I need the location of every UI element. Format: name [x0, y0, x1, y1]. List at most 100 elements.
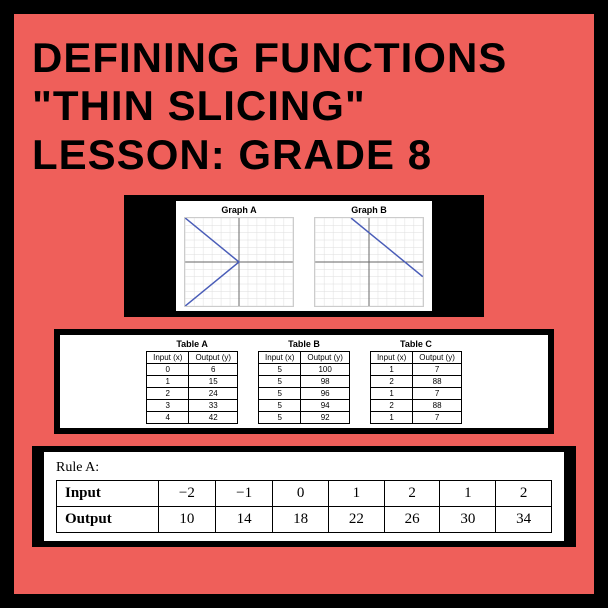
table-row: 06: [147, 363, 238, 375]
tables-panel: Table AInput (x)Output (y)06115224333442…: [54, 329, 554, 434]
table-b: Table BInput (x)Output (y)51005985965945…: [258, 339, 350, 424]
table-cell: 5: [259, 363, 301, 375]
table-cell: 5: [259, 411, 301, 423]
table-row: 115: [147, 375, 238, 387]
graphs-panel: Graph A Graph B: [124, 195, 484, 317]
table-header: Output (y): [413, 351, 462, 363]
table-row: 594: [259, 399, 350, 411]
table-cell: 88: [413, 399, 462, 411]
graph-b: Graph B: [314, 205, 424, 307]
table-c: Table CInput (x)Output (y)172881728817: [370, 339, 462, 424]
rule-output-cell: 30: [440, 506, 496, 532]
table-b-table: Input (x)Output (y)5100598596594592: [258, 351, 350, 424]
title-line-3: Lesson: Grade 8: [32, 131, 576, 179]
rule-input-cell: 2: [496, 480, 552, 506]
table-cell: 7: [413, 387, 462, 399]
rule-input-cell: 0: [273, 480, 329, 506]
graph-a: Graph A: [184, 205, 294, 307]
table-cell: 42: [189, 411, 238, 423]
table-row: 288: [370, 399, 461, 411]
table-cell: 1: [370, 363, 412, 375]
table-c-title: Table C: [400, 339, 432, 349]
table-cell: 24: [189, 387, 238, 399]
table-cell: 100: [301, 363, 350, 375]
rule-output-cell: 14: [215, 506, 272, 532]
table-cell: 5: [259, 399, 301, 411]
table-row: 288: [370, 375, 461, 387]
rule-title: Rule A:: [56, 460, 552, 476]
table-row: 224: [147, 387, 238, 399]
table-cell: 2: [147, 387, 189, 399]
graph-b-svg: [314, 217, 424, 307]
graphs-card: Graph A Graph B: [176, 201, 432, 311]
graph-a-svg: [184, 217, 294, 307]
table-row: 598: [259, 375, 350, 387]
table-row: 592: [259, 411, 350, 423]
rule-input-cell: −1: [215, 480, 272, 506]
rule-input-cell: −2: [158, 480, 215, 506]
table-cell: 88: [413, 375, 462, 387]
tables-row: Table AInput (x)Output (y)06115224333442…: [68, 339, 540, 424]
table-cell: 1: [370, 411, 412, 423]
table-row: 17: [370, 363, 461, 375]
table-row: 17: [370, 387, 461, 399]
table-b-title: Table B: [288, 339, 320, 349]
table-header: Output (y): [301, 351, 350, 363]
table-a: Table A Input (x)Output (y)06115224333442: [146, 339, 238, 424]
table-header: Output (y): [189, 351, 238, 363]
table-cell: 3: [147, 399, 189, 411]
card: Defining Functions "Thin Slicing" Lesson…: [14, 14, 594, 594]
rule-output-label: Output: [57, 506, 159, 532]
rule-output-cell: 26: [384, 506, 440, 532]
table-cell: 7: [413, 363, 462, 375]
table-cell: 4: [147, 411, 189, 423]
rule-table: Input−2−101212Output10141822263034: [56, 480, 552, 533]
table-cell: 98: [301, 375, 350, 387]
table-cell: 1: [370, 387, 412, 399]
rule-output-cell: 34: [496, 506, 552, 532]
rule-output-cell: 10: [158, 506, 215, 532]
table-header: Input (x): [370, 351, 412, 363]
tables-card: Table AInput (x)Output (y)06115224333442…: [60, 335, 548, 428]
table-header: Input (x): [147, 351, 189, 363]
table-cell: 7: [413, 411, 462, 423]
table-cell: 1: [147, 375, 189, 387]
title-line-1: Defining Functions: [32, 34, 576, 82]
table-row: 5100: [259, 363, 350, 375]
rule-panel: Rule A: Input−2−101212Output101418222630…: [32, 446, 576, 547]
rule-input-row: Input−2−101212: [57, 480, 552, 506]
graphs-row: Graph A Graph B: [184, 205, 424, 307]
graph-b-title: Graph B: [351, 205, 387, 215]
table-cell: 15: [189, 375, 238, 387]
table-cell: 33: [189, 399, 238, 411]
table-a-title: Table A: [176, 339, 208, 349]
table-cell: 92: [301, 411, 350, 423]
rule-card: Rule A: Input−2−101212Output101418222630…: [44, 452, 564, 541]
rule-output-cell: 18: [273, 506, 329, 532]
table-cell: 2: [370, 399, 412, 411]
table-cell: 5: [259, 387, 301, 399]
table-cell: 2: [370, 375, 412, 387]
title-block: Defining Functions "Thin Slicing" Lesson…: [14, 14, 594, 189]
rule-input-cell: 2: [384, 480, 440, 506]
graph-a-title: Graph A: [221, 205, 256, 215]
title-line-2: "Thin Slicing": [32, 82, 576, 130]
rule-input-label: Input: [57, 480, 159, 506]
table-row: 596: [259, 387, 350, 399]
rule-input-cell: 1: [328, 480, 384, 506]
table-row: 17: [370, 411, 461, 423]
table-cell: 94: [301, 399, 350, 411]
rule-output-row: Output10141822263034: [57, 506, 552, 532]
frame: Defining Functions "Thin Slicing" Lesson…: [0, 0, 608, 608]
table-a-table: Input (x)Output (y)06115224333442: [146, 351, 238, 424]
table-cell: 96: [301, 387, 350, 399]
table-row: 333: [147, 399, 238, 411]
table-cell: 6: [189, 363, 238, 375]
table-row: 442: [147, 411, 238, 423]
table-c-table: Input (x)Output (y)172881728817: [370, 351, 462, 424]
table-header: Input (x): [259, 351, 301, 363]
rule-input-cell: 1: [440, 480, 496, 506]
rule-output-cell: 22: [328, 506, 384, 532]
table-cell: 0: [147, 363, 189, 375]
table-cell: 5: [259, 375, 301, 387]
